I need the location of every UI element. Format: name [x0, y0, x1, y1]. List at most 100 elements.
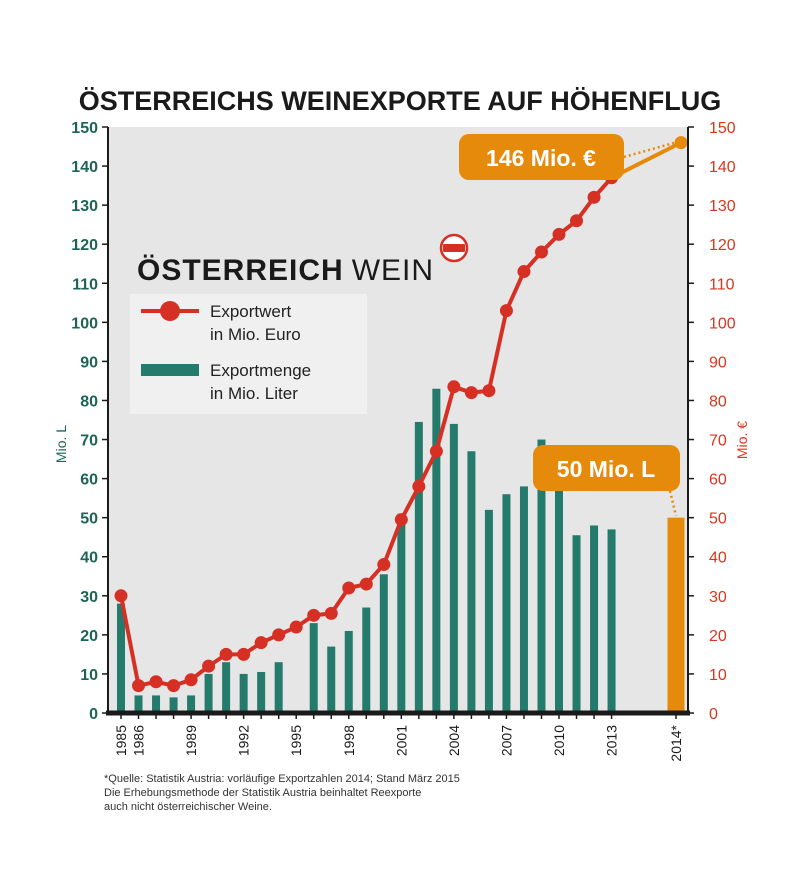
bar: [274, 662, 283, 713]
chart-title: ÖSTERREICHS WEINEXPORTE AUF HÖHENFLUG: [79, 86, 722, 116]
line-point: [307, 608, 321, 622]
tick-label: 90: [709, 354, 727, 371]
bar: [204, 673, 213, 713]
bar: [152, 695, 161, 713]
tick-label: 80: [80, 393, 98, 410]
legend-item-exportwert: Exportwert in Mio. Euro: [141, 301, 301, 344]
tick-label: 1992: [236, 725, 252, 756]
bar: [667, 517, 685, 713]
bar: [502, 494, 511, 713]
line-point: [517, 265, 531, 279]
line-point: [587, 190, 601, 204]
legend: Exportwert in Mio. Euro Exportmenge in M…: [130, 294, 367, 414]
tick-label: 2001: [393, 725, 409, 756]
tick-label: 1995: [288, 725, 304, 756]
tick-label: 30: [709, 589, 727, 606]
tick-label: 1985: [113, 725, 129, 756]
tick-label: 110: [709, 276, 735, 293]
line-point: [377, 558, 391, 572]
line-point: [412, 479, 426, 493]
bar: [327, 646, 336, 713]
bar: [362, 607, 371, 713]
y-axis-label-right: Mio. €: [734, 421, 750, 459]
bar: [187, 695, 196, 713]
tick-label: 120: [709, 237, 736, 254]
line-point: [237, 647, 251, 661]
tick-label: 20: [709, 628, 727, 645]
tick-label: 10: [80, 667, 98, 684]
line-point: [359, 577, 373, 591]
line-point: [552, 227, 566, 241]
tick-label: 2007: [498, 725, 514, 756]
tick-label: 1989: [183, 725, 199, 756]
tick-label: 140: [709, 159, 736, 176]
line-point: [429, 444, 443, 458]
footnote-line: auch nicht österreichischer Weine.: [104, 801, 272, 813]
tick-label: 10: [709, 667, 727, 684]
line-point: [482, 384, 496, 398]
tick-label: 110: [72, 276, 98, 293]
bar: [519, 486, 528, 713]
line-point: [184, 673, 198, 687]
footnote-line: Die Erhebungsmethode der Statistik Austr…: [104, 787, 422, 799]
line-point: [167, 679, 181, 693]
bar: [379, 574, 388, 713]
bar: [309, 623, 318, 713]
callout-box: [459, 134, 624, 180]
legend-label-line2: in Mio. Euro: [210, 325, 301, 344]
line-point: [324, 606, 338, 620]
legend-marker-swatch: [160, 301, 180, 321]
bar: [555, 486, 563, 713]
bar: [432, 388, 441, 713]
tick-label: 40: [709, 550, 727, 567]
bar-series: [117, 388, 685, 713]
legend-item-exportmenge: Exportmenge in Mio. Liter: [141, 361, 311, 403]
bar: [117, 603, 125, 713]
y-axis-label-left: Mio. L: [53, 425, 69, 463]
tick-label: 70: [80, 433, 98, 450]
tick-label: 50: [80, 511, 98, 528]
tick-label: 90: [80, 354, 98, 371]
line-point: [114, 589, 128, 603]
bar: [449, 423, 458, 713]
tick-label: 2004: [446, 725, 462, 756]
tick-label: 60: [80, 472, 98, 489]
bar: [169, 697, 178, 713]
bar: [590, 525, 599, 713]
logo: ÖSTERREICH WEIN: [137, 233, 469, 287]
bar: [222, 662, 231, 713]
x-axis-ticks: 1985 1986 1989 1992 1995 1998 2001 2004 2007 2010…: [113, 713, 684, 762]
bar: [344, 630, 353, 713]
line-point: [149, 675, 163, 689]
callout-label: 146 Mio. €: [486, 145, 596, 171]
tick-label: 60: [709, 472, 727, 489]
bar: [397, 513, 406, 713]
bar: [414, 421, 423, 713]
tick-label: 70: [709, 433, 727, 450]
bar: [239, 673, 248, 713]
bar: [537, 439, 546, 713]
line-point: [499, 304, 513, 318]
line-point: [447, 380, 461, 394]
tick-label: 40: [80, 550, 98, 567]
tick-label: 0: [709, 706, 718, 723]
bar: [484, 509, 493, 713]
tick-label: 130: [71, 198, 98, 215]
tick-label: 120: [71, 237, 98, 254]
logo-text: ÖSTERREICH WEIN: [137, 254, 434, 287]
tick-label: 2014*: [668, 724, 684, 761]
tick-label: 30: [80, 589, 98, 606]
line-point: [289, 620, 303, 634]
bar: [257, 671, 266, 713]
tick-label: 140: [71, 159, 98, 176]
tick-label: 1986: [131, 725, 147, 756]
tick-label: 130: [709, 198, 736, 215]
callout-leader: [623, 141, 676, 159]
line-point: [394, 513, 408, 527]
bar: [467, 451, 476, 713]
line-point: [202, 659, 216, 673]
line-point: [342, 581, 356, 595]
right-y-axis-ticks: 0 10 20 30 40 50 60 70 80 90 100 110 120 130 140 150: [688, 120, 736, 723]
legend-label-line2: in Mio. Liter: [210, 384, 298, 403]
line-point: [219, 647, 233, 661]
